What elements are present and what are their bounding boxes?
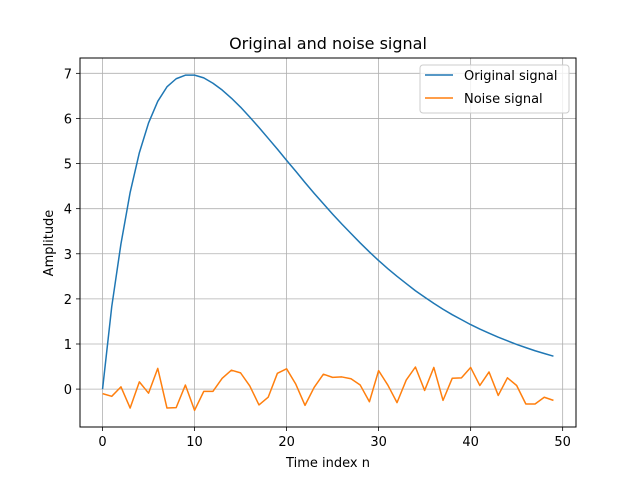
x-tick-label: 30 <box>370 435 387 450</box>
legend-label-original: Original signal <box>464 69 557 84</box>
series-line-original-signal <box>101 74 554 390</box>
y-tick-label: 0 <box>64 383 72 398</box>
series-layer <box>101 74 554 412</box>
y-tick-label: 1 <box>64 338 72 353</box>
plot-frame <box>79 57 577 428</box>
y-tick-label: 3 <box>64 248 72 263</box>
y-axis: 0 1 2 3 4 5 6 7 <box>64 67 80 398</box>
legend-label-noise: Noise signal <box>464 92 543 107</box>
x-axis: 0 10 20 30 40 50 <box>98 427 571 450</box>
y-tick-label: 2 <box>64 293 72 308</box>
y-tick-label: 4 <box>64 203 72 218</box>
legend-box <box>419 64 570 114</box>
legend: Original signal Noise signal <box>419 64 570 114</box>
x-tick-label: 0 <box>98 435 106 450</box>
y-axis-title: Amplitude <box>42 210 57 277</box>
chart-title: Original and noise signal <box>229 34 427 53</box>
y-tick-label: 7 <box>64 67 72 82</box>
x-tick-label: 20 <box>278 435 295 450</box>
x-tick-label: 50 <box>554 435 571 450</box>
y-tick-label: 5 <box>64 158 72 173</box>
y-tick-label: 6 <box>64 112 72 127</box>
x-tick-label: 10 <box>186 435 203 450</box>
series-line-noise-signal <box>102 366 554 412</box>
x-tick-label: 40 <box>462 435 479 450</box>
x-axis-title: Time index n <box>285 456 370 471</box>
